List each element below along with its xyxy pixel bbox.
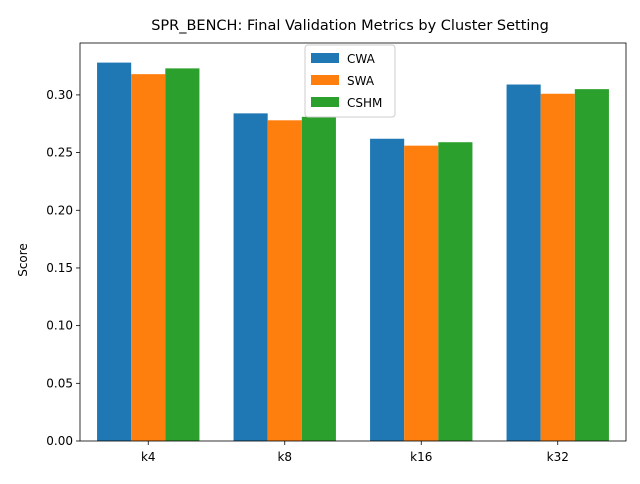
- legend: CWA SWA CSHM: [304, 44, 396, 118]
- bar-swa-k8: [267, 120, 302, 441]
- bar-cshm-k16: [438, 142, 473, 441]
- x-tick-label: k16: [410, 450, 432, 464]
- y-tick-label: 0.20: [46, 203, 73, 217]
- legend-swatch-cshm: [311, 97, 339, 107]
- bar-cwa-k16: [370, 138, 405, 441]
- y-tick-label: 0.00: [46, 434, 73, 448]
- y-tick-label: 0.30: [46, 88, 73, 102]
- legend-label-swa: SWA: [347, 74, 375, 88]
- bar-swa-k16: [404, 145, 439, 442]
- x-tick-label: k32: [547, 450, 569, 464]
- bar-cshm-k4: [165, 68, 200, 441]
- legend-swatch-swa: [311, 75, 339, 85]
- bar-cwa-k8: [233, 113, 268, 442]
- bar-cwa-k4: [97, 62, 132, 442]
- plot-frame: [79, 42, 627, 442]
- bar-cshm-k32: [574, 89, 609, 441]
- bar-swa-k4: [131, 74, 166, 442]
- bar-cwa-k32: [506, 84, 541, 441]
- y-tick-label: 0.25: [46, 146, 73, 160]
- y-tick-label: 0.10: [46, 319, 73, 333]
- chart-title: SPR_BENCH: Final Validation Metrics by C…: [151, 18, 549, 34]
- axes-layer: k4 k8 k16 k32 0.00 0.05 0.10 0.15 0.20 0.25 0.30: [46, 42, 627, 464]
- y-tick-label: 0.15: [46, 261, 73, 275]
- y-tick-label: 0.05: [46, 376, 73, 390]
- legend-label-cshm: CSHM: [347, 96, 382, 110]
- y-axis-label: Score: [16, 243, 30, 277]
- legend-swatch-cwa: [311, 53, 339, 63]
- bar-cshm-k8: [301, 116, 336, 441]
- legend-label-cwa: CWA: [347, 52, 376, 66]
- bars-layer: [97, 62, 609, 442]
- bar-swa-k32: [540, 93, 575, 441]
- x-tick-label: k8: [277, 450, 292, 464]
- x-tick-label: k4: [141, 450, 156, 464]
